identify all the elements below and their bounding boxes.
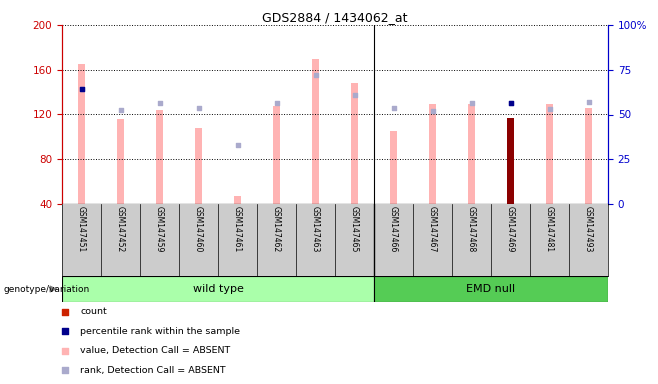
Text: GSM147469: GSM147469	[506, 206, 515, 253]
Bar	[156, 110, 163, 204]
Text: GSM147461: GSM147461	[233, 206, 242, 252]
Point	[427, 108, 438, 114]
Point	[544, 106, 555, 112]
Point	[76, 86, 87, 92]
Text: wild type: wild type	[193, 284, 243, 294]
Point	[349, 93, 360, 99]
Text: GSM147463: GSM147463	[311, 206, 320, 253]
Bar	[273, 106, 280, 204]
Bar	[429, 104, 436, 204]
Text: EMD null: EMD null	[467, 284, 516, 294]
Point	[467, 100, 477, 106]
Point	[232, 142, 243, 148]
Point	[583, 99, 594, 105]
Point	[250, 71, 261, 78]
Point	[193, 105, 204, 111]
Text: GSM147493: GSM147493	[584, 206, 593, 253]
Text: percentile rank within the sample: percentile rank within the sample	[80, 327, 240, 336]
Bar	[585, 108, 592, 204]
Text: GSM147467: GSM147467	[428, 206, 437, 253]
Text: GSM147460: GSM147460	[194, 206, 203, 253]
Text: GSM147466: GSM147466	[389, 206, 398, 253]
Text: GSM147468: GSM147468	[467, 206, 476, 252]
Text: rank, Detection Call = ABSENT: rank, Detection Call = ABSENT	[80, 366, 226, 375]
Point	[271, 100, 282, 106]
Text: GSM147462: GSM147462	[272, 206, 281, 252]
Bar	[390, 131, 397, 204]
Bar	[546, 104, 553, 204]
Bar	[62, 276, 374, 302]
Bar	[468, 104, 475, 204]
Text: GSM147465: GSM147465	[350, 206, 359, 253]
Bar	[117, 119, 124, 204]
Text: genotype/variation: genotype/variation	[3, 285, 89, 293]
Bar	[312, 59, 319, 204]
Text: count: count	[80, 307, 107, 316]
Title: GDS2884 / 1434062_at: GDS2884 / 1434062_at	[263, 11, 408, 24]
Bar	[507, 118, 514, 204]
Bar	[78, 64, 85, 204]
Bar	[195, 128, 202, 204]
Bar	[234, 196, 241, 204]
Point	[505, 100, 516, 106]
Text: GSM147481: GSM147481	[545, 206, 554, 252]
Point	[76, 86, 87, 92]
Text: value, Detection Call = ABSENT: value, Detection Call = ABSENT	[80, 346, 230, 355]
Point	[505, 100, 516, 106]
Text: GSM147452: GSM147452	[116, 206, 125, 252]
Bar	[507, 118, 514, 204]
Text: GSM147451: GSM147451	[77, 206, 86, 252]
Point	[154, 100, 164, 106]
Text: GSM147459: GSM147459	[155, 206, 164, 253]
Bar	[374, 276, 608, 302]
Point	[250, 249, 261, 255]
Point	[388, 105, 399, 111]
Point	[115, 107, 126, 113]
Point	[310, 72, 320, 78]
Bar	[351, 83, 358, 204]
